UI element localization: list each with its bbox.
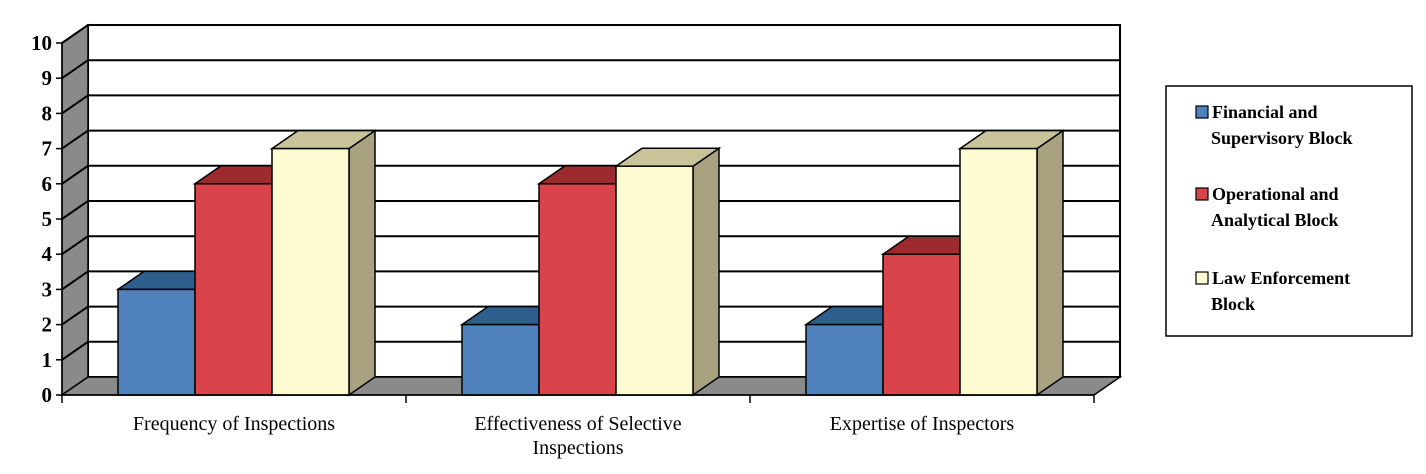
legend-label: Financial and Supervisory Block <box>1211 102 1353 148</box>
legend-item: Law Enforcement Block <box>1195 268 1350 314</box>
bar <box>957 129 1066 397</box>
bar-front <box>615 165 694 396</box>
legend-label-line: Financial and <box>1212 102 1318 122</box>
bar-side <box>1036 129 1064 397</box>
legend-swatch <box>1195 187 1209 201</box>
gridline <box>61 129 1120 150</box>
gridline <box>61 270 1120 291</box>
x-category-label: Effectiveness of Selective Inspections <box>474 413 681 459</box>
gridline <box>61 59 1120 80</box>
gridline <box>61 200 1120 220</box>
bar-front <box>882 253 961 396</box>
y-tick-label: 0 <box>42 383 53 407</box>
y-tick-label: 3 <box>42 277 53 301</box>
legend: Financial and Supervisory Block Operationa… <box>1165 85 1413 337</box>
legend-label: Operational and Analytical Block <box>1211 184 1339 230</box>
y-tick-label: 4 <box>42 242 53 266</box>
x-category-label-line: Effectiveness of Selective <box>474 413 681 435</box>
bar-front <box>538 183 617 396</box>
legend-item: Operational and Analytical Block <box>1195 184 1339 230</box>
bar-front <box>271 147 350 396</box>
legend-label-line: Law Enforcement <box>1212 268 1350 288</box>
bars <box>115 129 1066 397</box>
bar <box>269 129 378 397</box>
legend-label-line: Block <box>1211 294 1255 314</box>
x-category-label-line: Expertise of Inspectors <box>830 413 1015 435</box>
legend-box <box>1165 85 1413 337</box>
x-category-label: Expertise of Inspectors <box>830 413 1015 435</box>
y-tick-label: 5 <box>42 207 53 231</box>
x-axis: Frequency of Inspections Effectiveness of… <box>61 394 1095 459</box>
bar-front <box>194 183 273 396</box>
y-tick-label: 9 <box>42 66 53 90</box>
legend-label-line: Supervisory Block <box>1211 128 1353 148</box>
bar-side <box>348 129 376 397</box>
legend-item: Financial and Supervisory Block <box>1195 102 1353 148</box>
legend-label-line: Operational and <box>1212 184 1339 204</box>
bar-front <box>959 147 1038 396</box>
bar-side <box>692 146 720 397</box>
gridline <box>61 164 1120 185</box>
y-tick-label: 1 <box>42 348 53 372</box>
legend-swatch <box>1195 105 1209 119</box>
legend-swatch <box>1195 271 1209 285</box>
gridline <box>61 340 1120 361</box>
gridline <box>61 235 1120 256</box>
y-tick-label: 6 <box>42 172 53 196</box>
y-tick-label: 8 <box>42 101 53 125</box>
bar-front <box>805 323 884 396</box>
y-tick-label: 7 <box>42 137 53 161</box>
x-category-label-line: Inspections <box>532 437 623 459</box>
bar-front <box>461 323 540 396</box>
gridline <box>61 24 1120 44</box>
gridline <box>61 305 1120 326</box>
gridline <box>61 94 1120 115</box>
x-category-label: Frequency of Inspections <box>133 413 335 435</box>
y-axis: 0 1 2 3 4 5 6 7 8 9 10 <box>31 31 63 407</box>
y-tick-label: 2 <box>42 313 53 337</box>
bar-front <box>117 288 196 396</box>
legend-label: Law Enforcement Block <box>1211 268 1350 314</box>
gridlines <box>61 24 1120 361</box>
legend-label-line: Analytical Block <box>1211 210 1339 230</box>
bar <box>613 146 722 397</box>
x-category-label-line: Frequency of Inspections <box>133 413 335 435</box>
y-tick-label: 10 <box>31 31 52 55</box>
